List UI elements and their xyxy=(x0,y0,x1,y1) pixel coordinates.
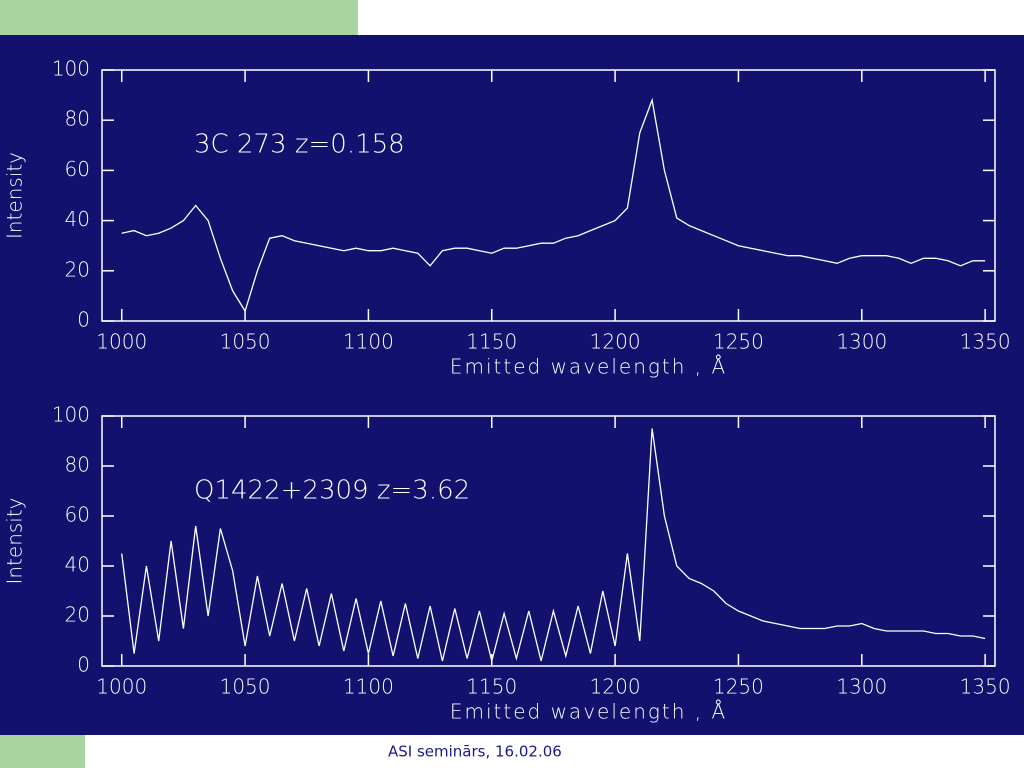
x-tick-label: 1250 xyxy=(713,675,764,699)
x-tick-label: 1150 xyxy=(466,675,517,699)
x-tick-label: 1250 xyxy=(713,330,764,354)
x-axis-label: Emitted wavelength , Å xyxy=(450,355,727,379)
x-tick-label: 1000 xyxy=(96,675,147,699)
y-tick-label: 60 xyxy=(65,157,90,181)
annotation: 3C 273 z=0.158 xyxy=(194,130,405,160)
chart: 1000 1050 1100 1150 1200 1250 1300 1350 0 20 40 60 8… xyxy=(3,57,1011,379)
y-tick-label: 20 xyxy=(65,603,90,627)
y-tick-label: 0 xyxy=(77,308,90,332)
x-tick-label: 1300 xyxy=(836,330,887,354)
x-tick-label: 1200 xyxy=(590,330,641,354)
footer: ASI seminārs, 16.02.06 xyxy=(388,743,562,761)
y-tick-label: 40 xyxy=(65,553,90,577)
y-tick-label: 20 xyxy=(65,257,90,281)
corner-block xyxy=(0,0,358,35)
plot-frame xyxy=(101,415,996,667)
x-tick-label: 1300 xyxy=(836,675,887,699)
y-tick-label: 60 xyxy=(65,503,90,527)
x-tick-label: 1050 xyxy=(220,675,271,699)
x-tick-label: 1000 xyxy=(96,330,147,354)
x-tick-label: 1100 xyxy=(343,330,394,354)
annotation: Q1422+2309 z=3.62 xyxy=(194,476,470,506)
y-axis-label: Intensity xyxy=(3,497,27,584)
y-tick-label: 100 xyxy=(52,403,90,427)
y-tick-label: 0 xyxy=(77,653,90,677)
x-axis-label: Emitted wavelength , Å xyxy=(450,700,727,724)
y-tick-label: 80 xyxy=(65,453,90,477)
spectrum-line xyxy=(121,97,986,313)
y-axis-label: Intensity xyxy=(3,152,27,239)
y-tick-label: 80 xyxy=(65,107,90,131)
x-tick-label: 1150 xyxy=(466,330,517,354)
chart-panel xyxy=(0,35,1024,735)
spectrum-line xyxy=(121,428,986,662)
y-tick-label: 40 xyxy=(65,207,90,231)
chart: 1000 1050 1100 1150 1200 1250 1300 1350 0 20 40 60 8… xyxy=(3,403,1011,724)
corner-block xyxy=(0,735,85,768)
plot-frame xyxy=(101,69,996,322)
y-tick-label: 100 xyxy=(52,57,90,81)
x-tick-label: 1050 xyxy=(220,330,271,354)
x-tick-label: 1200 xyxy=(590,675,641,699)
x-tick-label: 1100 xyxy=(343,675,394,699)
x-tick-label: 1350 xyxy=(960,675,1011,699)
x-tick-label: 1350 xyxy=(960,330,1011,354)
